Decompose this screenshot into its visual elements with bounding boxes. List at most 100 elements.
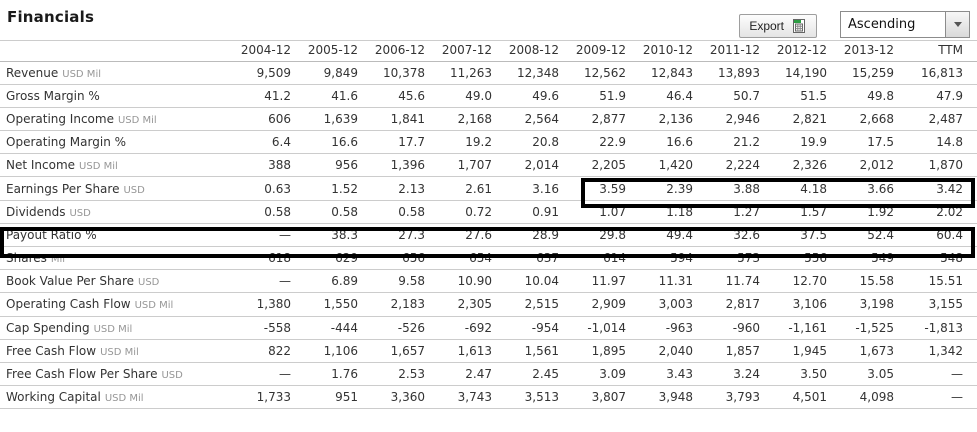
cell: 2.47: [439, 362, 506, 387]
cell: 50.7: [707, 84, 774, 108]
cell: 629: [305, 246, 372, 271]
column-header: 2005-12: [305, 41, 372, 62]
cell: 3.42: [908, 176, 977, 201]
column-header: 2010-12: [640, 41, 707, 62]
cell: 13,893: [707, 61, 774, 85]
row-unit-text: Mil: [50, 254, 66, 266]
table-row: Working Capital USD Mil 1,733 951 3,360 3,743…: [0, 385, 977, 410]
cell: 2,821: [774, 107, 841, 132]
cell: 17.5: [841, 130, 908, 155]
cell: -954: [506, 316, 573, 340]
row-label-header: [0, 41, 238, 62]
row-unit-text: USD: [138, 277, 160, 289]
cell: 19.2: [439, 130, 506, 155]
cell: 2.61: [439, 176, 506, 201]
cell: 3,513: [506, 385, 573, 410]
cell: 3,743: [439, 385, 506, 410]
column-header: 2006-12: [372, 41, 439, 62]
row-label: Free Cash Flow Per Share USD: [0, 362, 238, 387]
cell: 822: [238, 339, 305, 363]
cell: -1,014: [573, 316, 640, 340]
dropdown-arrow-button[interactable]: [945, 12, 969, 37]
row-label-text: Payout Ratio %: [6, 227, 97, 242]
row-label: Free Cash Flow USD Mil: [0, 339, 238, 363]
cell: 2,136: [640, 107, 707, 132]
table-row: Operating Cash Flow USD Mil 1,380 1,550 2,18…: [0, 292, 977, 317]
row-label-text: Dividends: [6, 204, 66, 219]
cell: 654: [439, 246, 506, 271]
row-unit-text: USD: [123, 184, 145, 196]
cell: —: [238, 362, 305, 387]
cell: 6.89: [305, 269, 372, 294]
column-header: 2007-12: [439, 41, 506, 62]
cell: —: [238, 223, 305, 248]
cell: -526: [372, 316, 439, 340]
cell: 1.57: [774, 200, 841, 224]
row-label-text: Working Capital: [6, 390, 101, 405]
column-header-row: 2004-12 2005-12 2006-12 2007-12 2008-12 2009-…: [0, 41, 977, 62]
row-label-text: Operating Margin %: [6, 135, 127, 150]
cell: 20.8: [506, 130, 573, 155]
cell: 1,895: [573, 339, 640, 363]
table-row: Revenue USD Mil 9,509 9,849 10,378 11,263 12,3…: [0, 61, 977, 85]
cell: 1,841: [372, 107, 439, 132]
cell: 4,098: [841, 385, 908, 410]
export-button-label: Export: [749, 19, 784, 33]
cell: 1,733: [238, 385, 305, 410]
cell: 16.6: [305, 130, 372, 155]
row-label: Shares Mil: [0, 246, 238, 271]
cell: 27.6: [439, 223, 506, 248]
row-unit-text: USD Mil: [79, 161, 118, 173]
row-label: Cap Spending USD Mil: [0, 316, 238, 340]
cell: 549: [841, 246, 908, 271]
cell: 15,259: [841, 61, 908, 85]
cell: 9,509: [238, 61, 305, 85]
cell: 29.8: [573, 223, 640, 248]
table-row: Free Cash Flow Per Share USD —1.76 2.53 2.47…: [0, 362, 977, 387]
row-label: Earnings Per Share USD: [0, 176, 238, 201]
sort-order-dropdown[interactable]: Ascending: [840, 11, 970, 38]
cell: 1.18: [640, 200, 707, 224]
cell: 2,168: [439, 107, 506, 132]
cell: 14.8: [908, 130, 977, 155]
row-label: Operating Income USD Mil: [0, 107, 238, 132]
cell: 2.53: [372, 362, 439, 387]
row-unit-text: USD Mil: [104, 393, 144, 405]
cell: 3.50: [774, 362, 841, 387]
cell: 2,668: [841, 107, 908, 132]
cell: 3,948: [640, 385, 707, 410]
cell: 1,657: [372, 339, 439, 363]
cell: 573: [707, 246, 774, 271]
row-label: Operating Cash Flow USD Mil: [0, 292, 238, 317]
cell: 27.3: [372, 223, 439, 248]
export-button[interactable]: Export: [739, 14, 817, 38]
cell: 10,378: [372, 61, 439, 85]
table-row: Earnings Per Share USD 0.63 1.52 2.13 2.61 3.1…: [0, 176, 977, 201]
row-label-text: Revenue: [6, 65, 59, 80]
column-header: 2009-12: [573, 41, 640, 62]
cell: 1.76: [305, 362, 372, 387]
cell: 3.59: [573, 176, 640, 201]
cell: 656: [372, 246, 439, 271]
cell: 3,807: [573, 385, 640, 410]
cell: 1,639: [305, 107, 372, 132]
cell: 388: [238, 153, 305, 178]
row-label: Book Value Per Share USD: [0, 269, 238, 294]
cell: 614: [573, 246, 640, 271]
cell: 2,326: [774, 153, 841, 178]
cell: 4.18: [774, 176, 841, 201]
cell: 951: [305, 385, 372, 410]
cell: 1,420: [640, 153, 707, 178]
row-label-text: Net Income: [6, 158, 76, 173]
cell: 637: [506, 246, 573, 271]
column-header: TTM: [908, 41, 977, 62]
cell: 11,263: [439, 61, 506, 85]
cell: 51.9: [573, 84, 640, 108]
column-header: 2008-12: [506, 41, 573, 62]
row-label-text: Book Value Per Share: [6, 274, 135, 289]
cell: 37.5: [774, 223, 841, 248]
column-header: 2011-12: [707, 41, 774, 62]
cell: 22.9: [573, 130, 640, 155]
sort-order-value: Ascending: [848, 17, 916, 32]
cell: 28.9: [506, 223, 573, 248]
